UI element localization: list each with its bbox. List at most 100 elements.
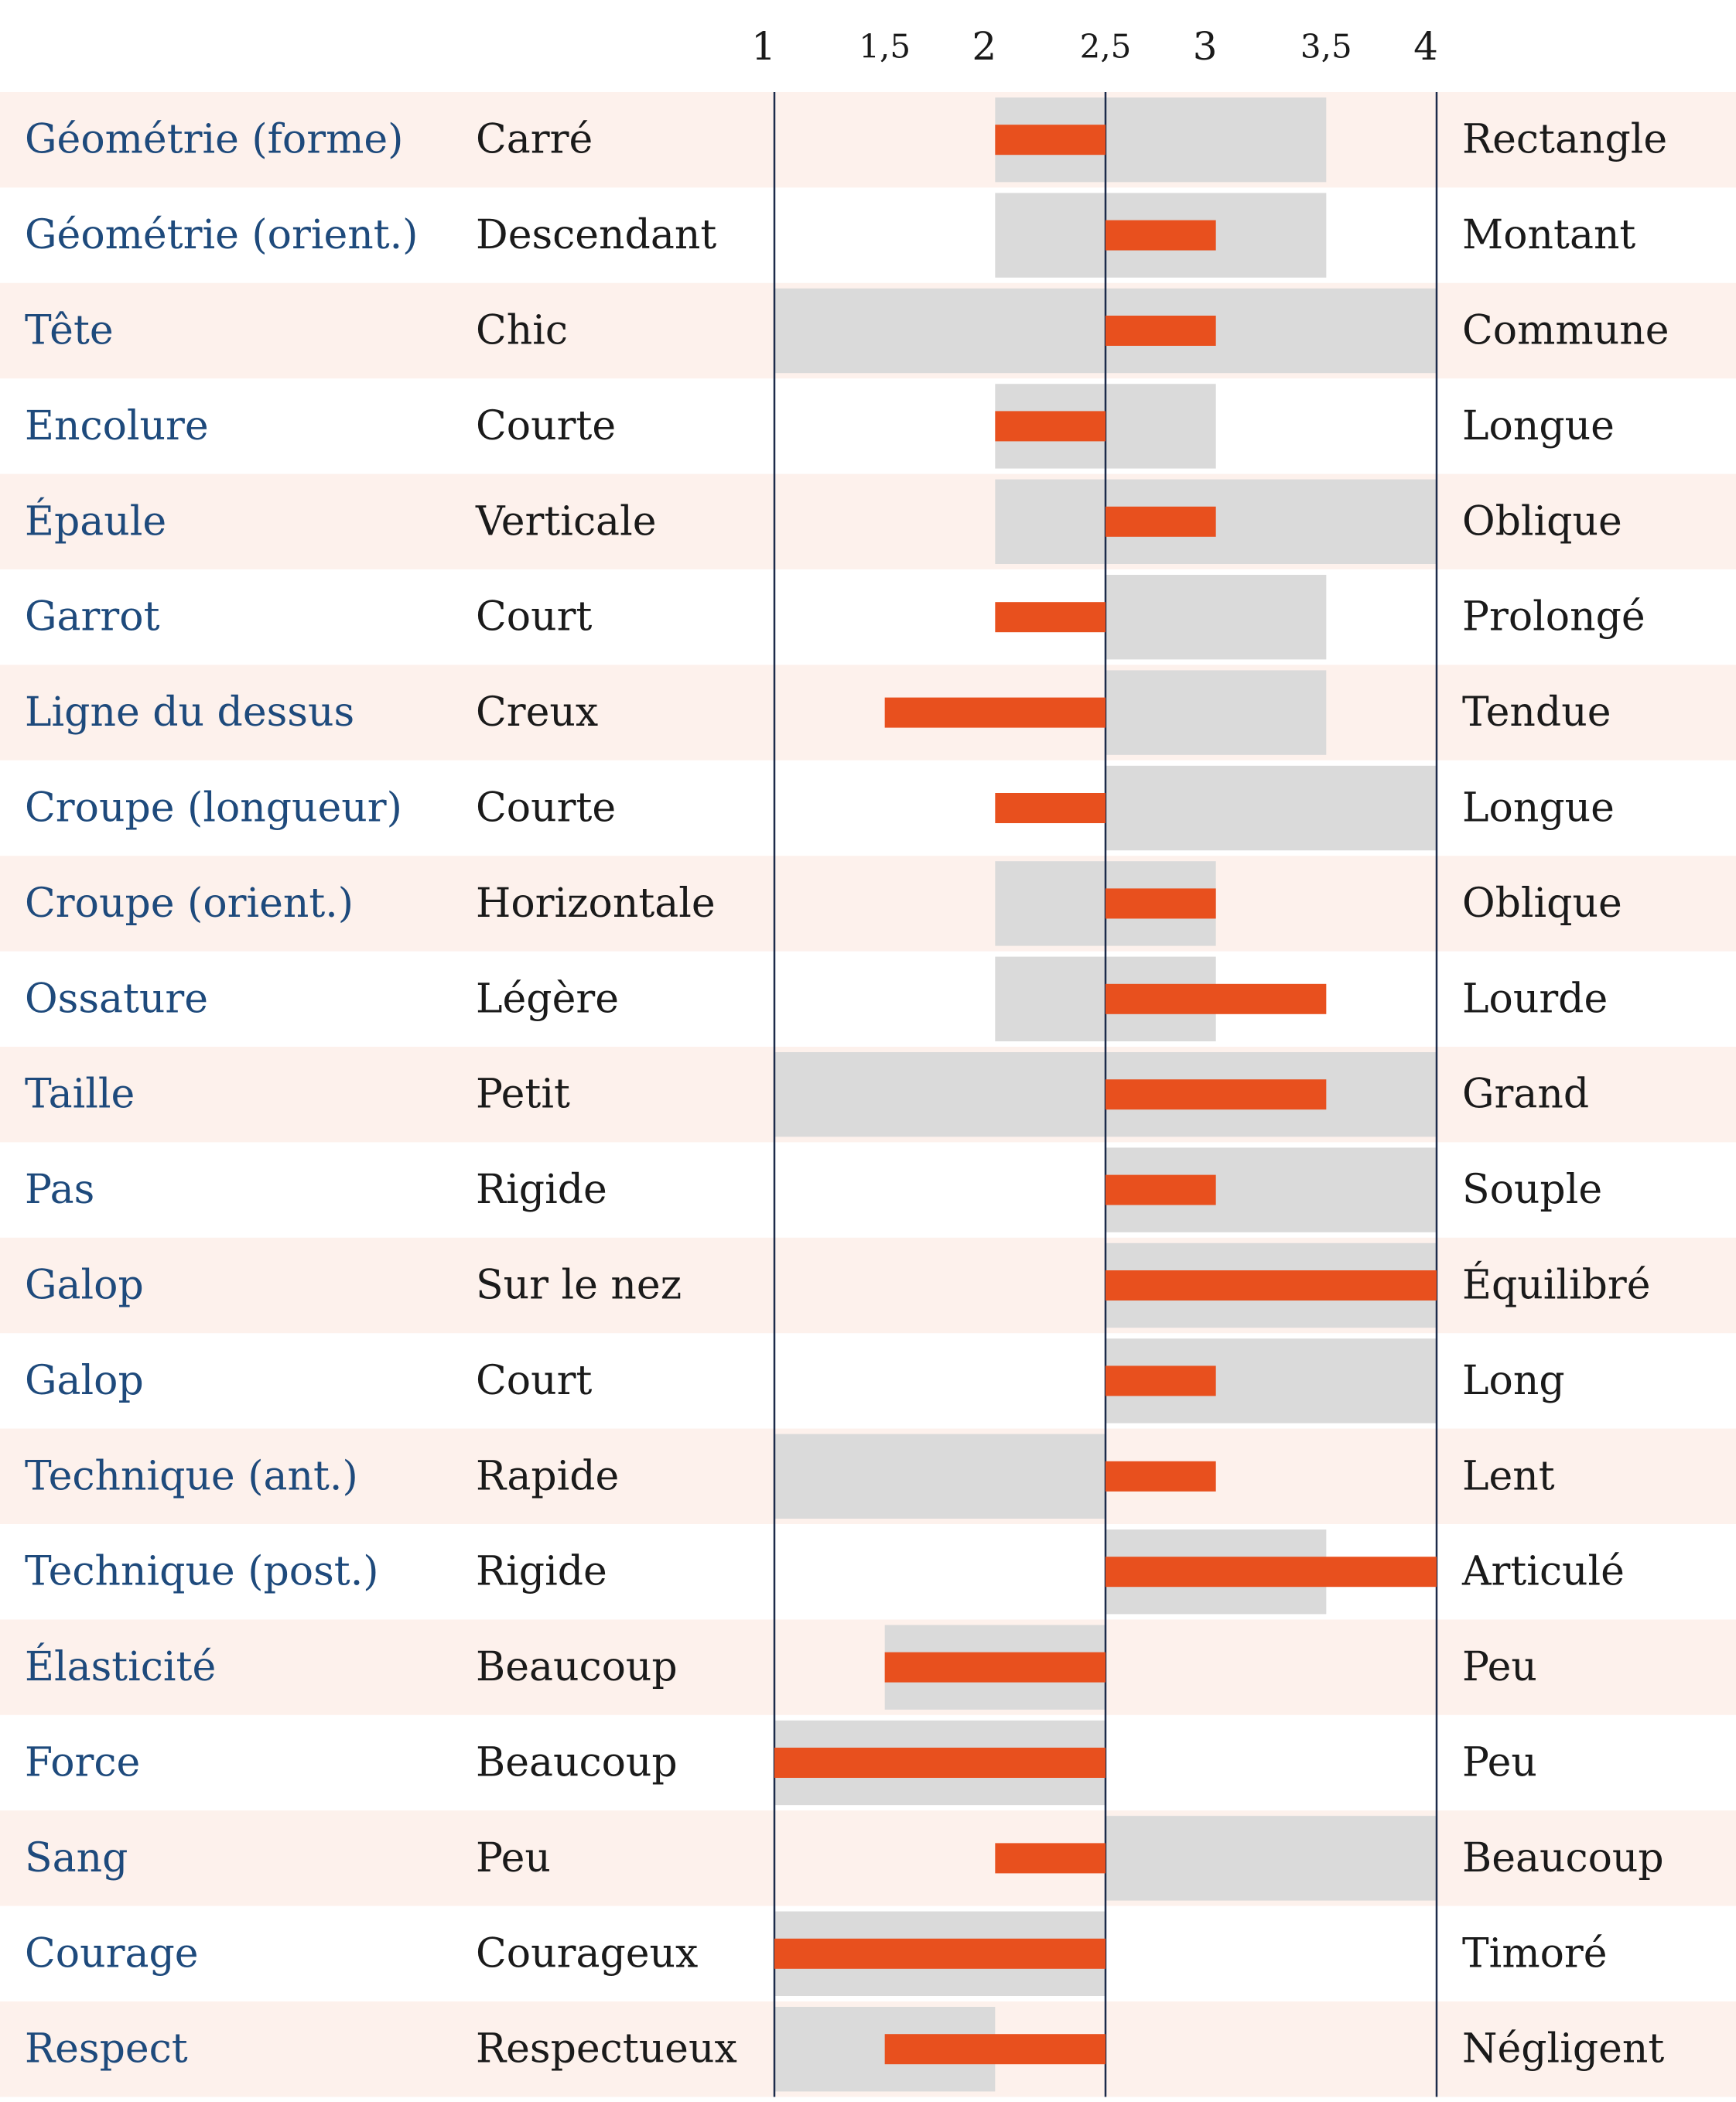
criterion-label: Respect [25,2026,188,2073]
row-stripe [0,1237,1736,1334]
low-label: Descendant [476,212,716,258]
low-label: Courageux [476,1930,698,1977]
tick-label: 3,5 [1300,28,1352,66]
value-bar [1106,983,1327,1014]
high-label: Peu [1462,1644,1537,1690]
tick-label: 1,5 [859,28,911,66]
high-label: Longue [1462,785,1615,832]
high-label: Rectangle [1462,117,1667,163]
low-label: Respectueux [476,2026,737,2073]
row-stripe [0,856,1736,952]
row-stripe [0,665,1736,760]
row-stripe [0,1619,1736,1715]
low-label: Verticale [475,498,656,545]
high-label: Lourde [1462,976,1608,1022]
range-band [774,1434,1106,1519]
value-bar [774,1748,1106,1778]
range-band [1106,765,1437,851]
high-label: Tendue [1462,689,1611,736]
range-band [1106,575,1327,660]
high-label: Timoré [1462,1930,1608,1977]
high-label: Lent [1462,1453,1555,1499]
low-label: Rapide [476,1453,619,1499]
criterion-label: Ligne du dessus [25,689,354,736]
criterion-label: Taille [25,1072,135,1118]
range-band [1106,1816,1437,1901]
high-label: Commune [1462,308,1669,354]
row-stripe [0,92,1736,188]
tick-label: 2 [972,24,996,69]
low-label: Beaucoup [476,1740,678,1786]
value-bar [1106,1174,1216,1205]
range-band [995,479,1437,564]
high-label: Négligent [1462,2026,1664,2073]
low-label: Rigide [476,1549,607,1595]
value-bar [995,793,1106,823]
low-label: Sur le nez [476,1263,682,1309]
criterion-label: Tête [25,308,114,354]
criterion-label: Technique (ant.) [25,1453,358,1499]
low-label: Petit [476,1072,570,1118]
high-label: Équilibré [1462,1261,1651,1309]
x-axis-ticks: 1 1,5 2 2,5 3 3,5 4 [751,24,1438,69]
low-label: Chic [476,308,568,354]
high-label: Peu [1462,1740,1537,1786]
low-label: Légère [476,976,619,1022]
low-label: Rigide [476,1167,607,1213]
low-label: Horizontale [476,880,716,927]
value-bar [995,125,1106,156]
criterion-label: Géométrie (forme) [25,117,403,163]
value-bar [1106,1270,1437,1301]
value-bar [1106,1365,1216,1396]
value-bar [1106,220,1216,251]
high-label: Souple [1462,1167,1602,1213]
tick-label: 4 [1413,24,1438,69]
criterion-label: Élasticité [25,1642,216,1690]
high-label: Montant [1462,212,1635,258]
low-label: Carré [476,117,593,163]
value-bar [1106,506,1216,537]
low-label: Court [476,1358,592,1404]
criterion-label: Pas [25,1167,94,1213]
high-label: Prolongé [1462,594,1645,641]
criterion-label: Sang [25,1835,128,1882]
high-label: Articulé [1461,1549,1625,1595]
high-label: Beaucoup [1462,1835,1664,1882]
value-bar [1106,1079,1327,1110]
row-stripe [0,473,1736,569]
value-bar [1106,1461,1216,1492]
value-bar [884,697,1106,728]
row-stripe [0,1810,1736,1906]
tick-label: 1 [751,24,776,69]
value-bar [884,2034,1106,2065]
value-bar [884,1652,1106,1683]
criterion-label: Encolure [25,403,209,449]
criterion-label: Épaule [25,497,166,545]
criterion-label: Technique (post.) [25,1549,379,1595]
value-bars [774,125,1437,2065]
value-bar [995,411,1106,442]
criterion-label: Croupe (orient.) [25,880,354,927]
low-label: Courte [476,785,616,832]
tick-label: 2,5 [1080,28,1132,66]
high-label: Long [1462,1358,1565,1404]
range-band [1106,670,1327,755]
criterion-label: Ossature [25,976,208,1022]
low-label: Beaucoup [476,1644,678,1690]
criterion-label: Géométrie (orient.) [25,212,418,258]
value-bar [774,1938,1106,1969]
low-label: Court [476,594,592,641]
low-label: Peu [476,1835,551,1882]
criterion-label: Force [25,1740,140,1786]
criterion-label: Croupe (longueur) [25,785,402,832]
high-label: Longue [1462,403,1615,449]
value-bar [995,1843,1106,1874]
high-label: Oblique [1462,498,1622,545]
low-label: Creux [476,689,598,736]
row-labels: Géométrie (forme) Carré Rectangle Géométrie… [25,117,1669,2073]
tick-label: 3 [1193,24,1218,69]
criterion-label: Galop [25,1358,144,1404]
value-bar [1106,1557,1437,1588]
value-bar [995,602,1106,633]
